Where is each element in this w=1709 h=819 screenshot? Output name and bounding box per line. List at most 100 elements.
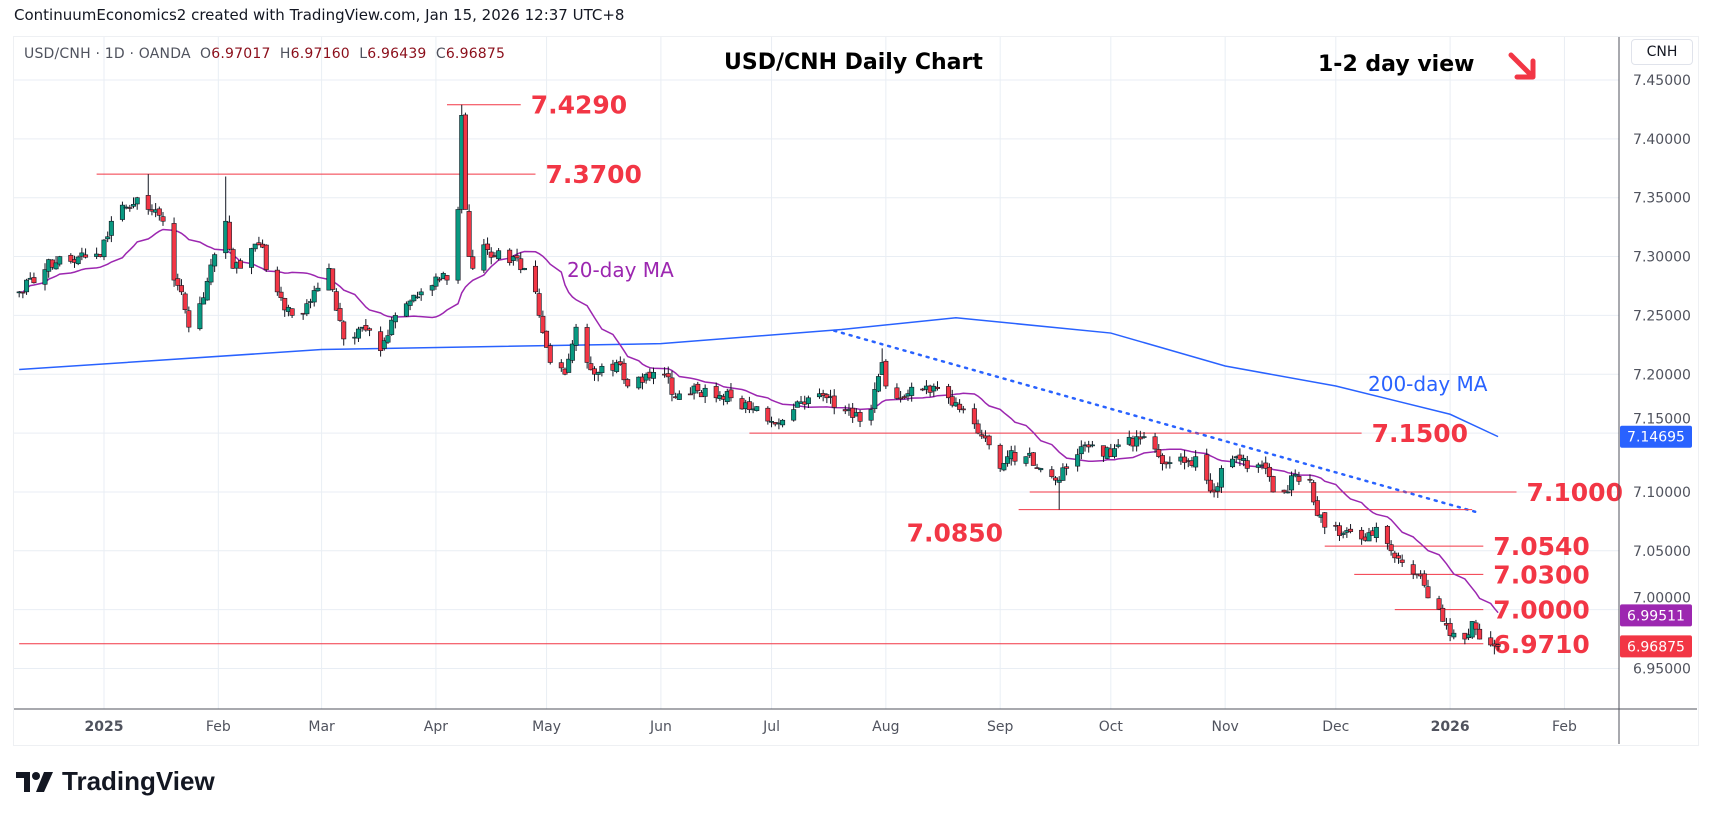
candle-down: [1359, 529, 1365, 540]
candle-down: [1137, 436, 1143, 440]
symbol-info: USD/CNH · 1D · OANDA: [24, 46, 191, 62]
candle-down: [971, 408, 977, 425]
candle-down: [1237, 454, 1243, 460]
candle-up: [1241, 458, 1247, 461]
grid: [14, 37, 1619, 709]
candle-up: [315, 287, 321, 292]
candle-down: [669, 377, 675, 395]
candle-down: [1064, 466, 1070, 469]
candle-down: [171, 223, 177, 281]
logo-text: TradingView: [62, 766, 215, 796]
x-tick-label: Oct: [1099, 719, 1124, 735]
y-tick-label: 7.15000: [1633, 412, 1691, 428]
candle-down: [1447, 623, 1453, 636]
y-tick-label: 7.35000: [1633, 191, 1691, 207]
candle-up: [304, 303, 310, 315]
candle-up: [1230, 458, 1236, 468]
axes-layer: 7.45000 7.40000 7.35000 7.30000 7.25000 7.200…: [14, 37, 1697, 744]
price-tags-layer: 7.14695 6.99511 6.96875: [1620, 425, 1692, 658]
candle-up: [872, 389, 878, 410]
price-tag: [1620, 425, 1692, 448]
candle-up: [1218, 468, 1224, 488]
candle-down: [1410, 564, 1416, 575]
level-label: 7.3700: [545, 160, 641, 189]
candle-up: [1112, 448, 1118, 457]
candle-down: [1395, 555, 1401, 559]
ma20-line: [19, 228, 1499, 614]
x-tick-label: Feb: [1552, 719, 1577, 735]
candle-down: [1388, 544, 1394, 552]
candle-down: [1244, 460, 1250, 469]
candle-up: [105, 236, 111, 240]
candle-up: [407, 300, 413, 306]
ma200-line: [19, 317, 1499, 438]
candle-up: [355, 328, 361, 339]
candle-down: [544, 330, 550, 348]
y-tick-label: 7.30000: [1633, 250, 1691, 266]
x-tick-label: May: [532, 719, 561, 735]
candle-down: [1263, 462, 1269, 469]
candle-up: [1167, 462, 1173, 464]
candle-down: [1053, 477, 1059, 481]
candle-up: [1285, 491, 1291, 494]
currency-button[interactable]: CNH: [1631, 39, 1693, 65]
trendline-layer: [832, 329, 1478, 514]
candle-down: [156, 208, 162, 216]
candle-up: [754, 406, 760, 411]
candle-down: [894, 387, 900, 399]
x-tick-label: Dec: [1322, 719, 1349, 735]
ma200-label: 200-day MA: [1368, 372, 1488, 396]
chart-title: USD/CNH Daily Chart: [724, 50, 983, 75]
candle-down: [1322, 512, 1328, 528]
candle-up: [24, 279, 30, 293]
candle-up: [201, 297, 207, 305]
candle-down: [1270, 476, 1276, 493]
candle-down: [175, 278, 181, 286]
candle-down: [256, 242, 262, 246]
candle-down: [337, 308, 343, 321]
candle-up: [75, 256, 81, 265]
candle-up: [1078, 446, 1084, 455]
chart-credit: ContinuumEconomics2 created with Trading…: [14, 6, 625, 24]
y-tick-label: 7.45000: [1633, 73, 1691, 89]
price-tag-label: 6.96875: [1627, 639, 1685, 655]
candle-up: [573, 326, 579, 346]
candle-down: [20, 291, 26, 294]
candle-down: [1336, 525, 1342, 536]
candle-down: [824, 394, 830, 399]
candle-down: [178, 285, 184, 293]
candle-down: [746, 401, 752, 410]
candle-down: [532, 265, 538, 293]
candle-up: [1115, 444, 1121, 447]
candle-up: [496, 250, 502, 260]
candle-up: [403, 303, 409, 317]
candle-down: [1495, 644, 1501, 647]
candle-up: [521, 268, 527, 271]
candle-down: [1049, 469, 1055, 477]
candle-down: [518, 258, 524, 271]
arrow-down-right-icon: [1508, 52, 1536, 80]
candle-down: [975, 423, 981, 434]
y-tick-label: 7.00000: [1633, 590, 1691, 606]
chart-panel[interactable]: [13, 36, 1699, 746]
candles-layer: [16, 104, 1501, 655]
candle-down: [540, 315, 546, 333]
candle-down: [333, 291, 339, 311]
symbol-legend[interactable]: USD/CNH · 1D · OANDA O6.97017 H6.97160 L…: [24, 46, 505, 62]
candle-up: [1023, 456, 1029, 464]
level-label: 7.1500: [1372, 419, 1468, 448]
tradingview-logo[interactable]: TradingView: [16, 766, 215, 797]
candle-up: [1134, 436, 1140, 447]
candle-down: [263, 244, 269, 270]
candle-up: [389, 319, 395, 335]
candle-up: [252, 243, 258, 250]
candle-down: [437, 278, 443, 281]
candle-up: [1289, 475, 1295, 491]
candle-up: [1001, 463, 1007, 471]
candle-down: [547, 345, 553, 363]
candle-up: [1215, 486, 1221, 492]
candle-down: [145, 195, 151, 210]
candle-down: [1296, 476, 1302, 482]
candle-down: [237, 260, 243, 269]
